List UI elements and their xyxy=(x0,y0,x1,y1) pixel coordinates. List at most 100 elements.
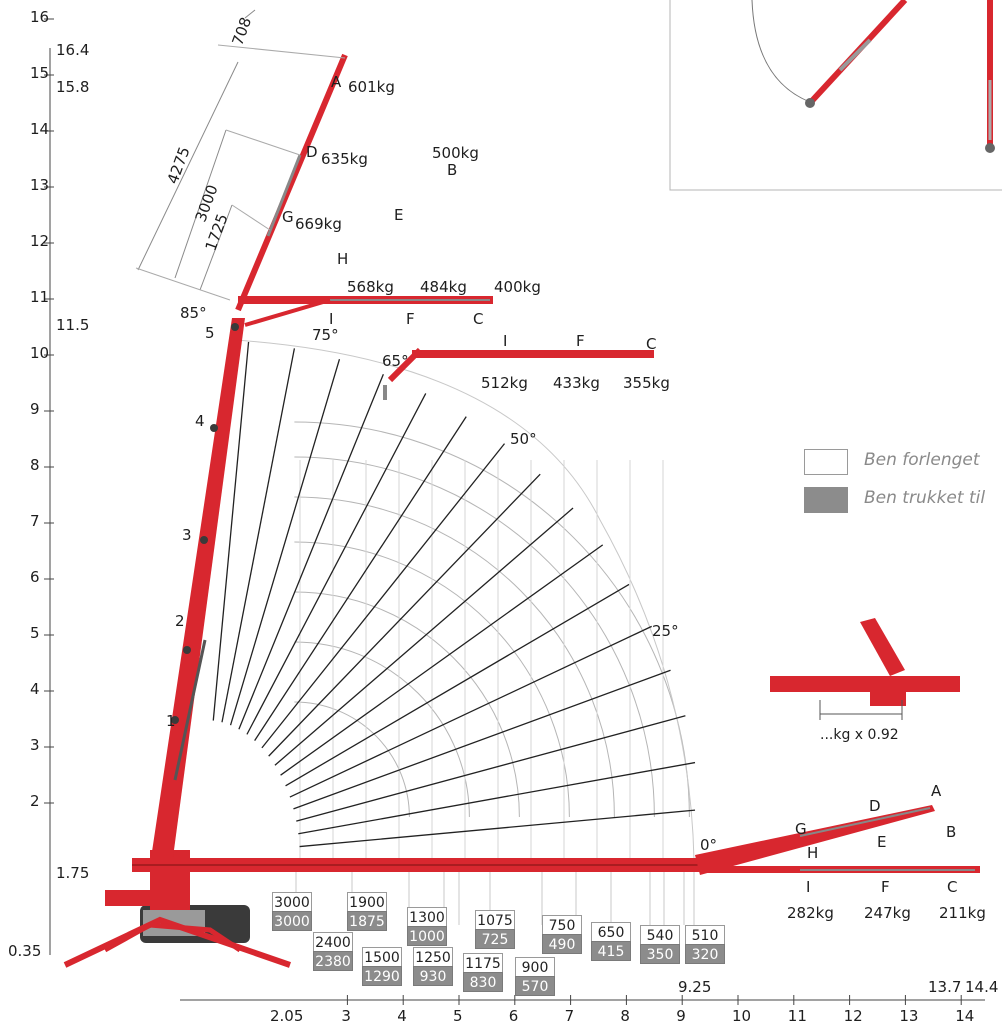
jib-0-upper xyxy=(695,805,935,875)
jib85-load-G: 669kg xyxy=(295,215,342,233)
y-axis-tick-label: 9 xyxy=(30,400,40,418)
capacity-extended: 510 xyxy=(685,925,725,945)
capacity-retracted: 570 xyxy=(515,976,555,996)
jib85-load-F: 484kg xyxy=(420,278,467,296)
y-axis-tick-label: 5 xyxy=(30,624,40,642)
boom-segment-5: 5 xyxy=(205,324,215,342)
jib85-point-I: I xyxy=(329,310,334,328)
jib0-point-B: B xyxy=(946,823,957,841)
boom-position-line xyxy=(285,583,630,787)
capacity-retracted: 1875 xyxy=(347,911,387,931)
capacity-extended: 1075 xyxy=(475,910,515,930)
boom-position-line xyxy=(221,348,296,723)
y-axis-tick-label: 6 xyxy=(30,568,40,586)
y-axis-special-label: 15.8 xyxy=(56,78,90,96)
y-axis-special-label: 0.35 xyxy=(8,942,42,960)
boom-position-line xyxy=(261,443,506,749)
derate-boom xyxy=(770,676,960,692)
boom-position-line xyxy=(212,341,250,721)
y-axis-tick-label: 16 xyxy=(30,8,50,26)
capacity-retracted: 3000 xyxy=(272,911,312,931)
jib85-load-C: 400kg xyxy=(494,278,541,296)
dimension-line xyxy=(199,204,233,291)
angle-25: 25° xyxy=(652,622,679,640)
capacity-extended: 1300 xyxy=(407,907,447,927)
capacity-retracted: 2380 xyxy=(313,951,353,971)
boom-position-line xyxy=(296,715,686,822)
derate-jib xyxy=(860,618,905,676)
jib0-load-C: 211kg xyxy=(939,904,986,922)
y-axis-tick-label: 2 xyxy=(30,792,40,810)
x-axis-tick-label: 9 xyxy=(676,1007,686,1025)
jib85-point-C: C xyxy=(473,310,484,328)
boom-segment-1: 1 xyxy=(166,712,176,730)
jib85-load-I: 568kg xyxy=(347,278,394,296)
jib0-point-G: G xyxy=(795,820,807,838)
capacity-retracted: 1290 xyxy=(362,966,402,986)
x-axis-special-label: 9.25 xyxy=(678,978,712,996)
inset-view xyxy=(669,0,1002,191)
jib85-point-H: H xyxy=(337,250,349,268)
angle-50: 50° xyxy=(510,430,537,448)
boom-segment-4: 4 xyxy=(195,412,205,430)
main-boom xyxy=(150,318,245,865)
boom-position-line xyxy=(289,625,652,798)
jib-65 xyxy=(412,350,654,358)
jib0-point-C: C xyxy=(947,878,958,896)
legend-extended: Ben forlenget xyxy=(864,450,980,470)
envelope-arc xyxy=(294,496,615,818)
capacity-retracted: 930 xyxy=(413,966,453,986)
jib-85-strut xyxy=(244,298,331,327)
jib0-point-E: E xyxy=(877,833,887,851)
x-axis-tick-label: 10 xyxy=(732,1007,752,1025)
y-axis-tick-label: 14 xyxy=(30,120,50,138)
jib85-point-D: D xyxy=(306,143,318,161)
boom-segment-3: 3 xyxy=(182,526,192,544)
x-axis-tick-label: 8 xyxy=(620,1007,630,1025)
jib65-point-F: F xyxy=(576,332,585,350)
boom-hinge xyxy=(210,424,218,432)
capacity-extended: 2400 xyxy=(313,932,353,952)
legend-retracted: Ben trukket til xyxy=(864,488,986,508)
y-axis-tick-label: 15 xyxy=(30,64,50,82)
capacity-retracted: 830 xyxy=(463,972,503,992)
jib65-load-I: 512kg xyxy=(481,374,528,392)
derate-factor: ...kg x 0.92 xyxy=(820,727,899,743)
boom-position-line xyxy=(238,373,384,730)
capacity-extended: 900 xyxy=(515,957,555,977)
jib85-point-B: B xyxy=(447,161,458,179)
capacity-retracted: 320 xyxy=(685,944,725,964)
outrigger-legs xyxy=(63,916,291,968)
jib0-load-F: 247kg xyxy=(864,904,911,922)
boom-hinge xyxy=(183,646,191,654)
capacity-retracted: 725 xyxy=(475,929,515,949)
jib0-point-H: H xyxy=(807,844,819,862)
y-axis-tick-label: 13 xyxy=(30,176,50,194)
y-axis-special-label: 16.4 xyxy=(56,41,90,59)
capacity-extended: 1175 xyxy=(463,953,503,973)
x-axis-tick-label: 5 xyxy=(453,1007,463,1025)
crane-drawing xyxy=(63,53,980,968)
dimension-line xyxy=(244,9,256,19)
jib-85-inner xyxy=(266,154,302,237)
x-axis-tick-label: 3 xyxy=(341,1007,351,1025)
boom-position-line xyxy=(274,507,574,766)
capacity-retracted: 415 xyxy=(591,941,631,961)
boom-hinge xyxy=(171,716,179,724)
jib65-load-C: 355kg xyxy=(623,374,670,392)
y-axis-special-label: 1.75 xyxy=(56,864,90,882)
dimension-extension xyxy=(225,129,301,156)
capacity-extended: 1250 xyxy=(413,947,453,967)
dimension-extension xyxy=(231,204,271,231)
y-axis-tick-label: 8 xyxy=(30,456,40,474)
capacity-extended: 1900 xyxy=(347,892,387,912)
dimension-line xyxy=(137,61,239,271)
jib-65-knuckle xyxy=(387,347,423,383)
capacity-retracted: 350 xyxy=(640,944,680,964)
boom-position-line xyxy=(229,358,341,726)
x-axis-tick-label: 12 xyxy=(843,1007,863,1025)
y-axis-tick-label: 10 xyxy=(30,344,50,362)
legend-swatch-retracted xyxy=(804,487,848,513)
jib85-load-D: 635kg xyxy=(321,150,368,168)
dimension-extension xyxy=(217,44,346,59)
